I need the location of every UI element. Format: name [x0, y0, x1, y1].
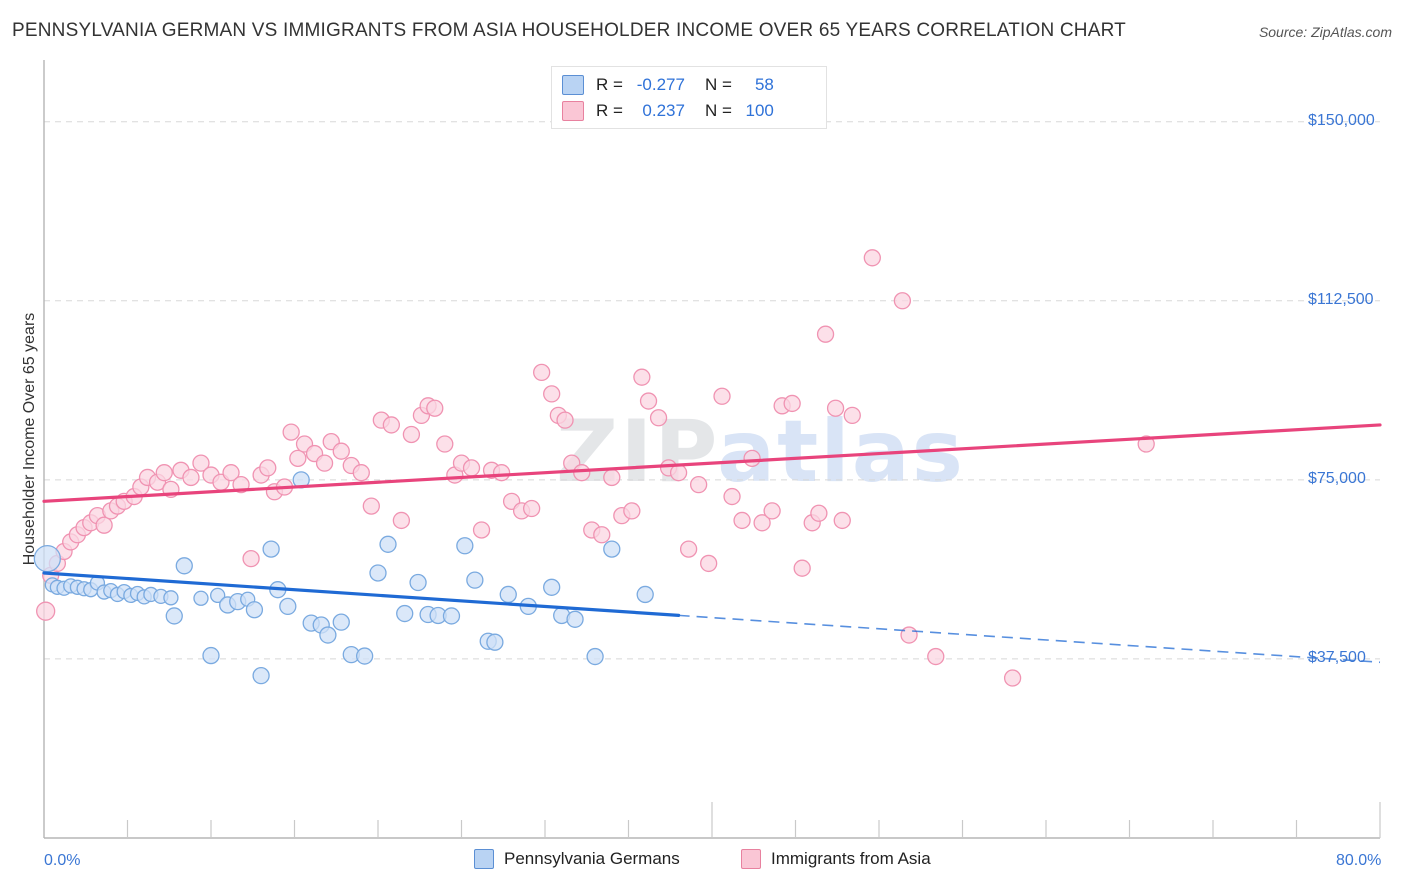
legend-swatch-blue: [562, 75, 584, 95]
stats-legend-row-blue: R = -0.277 N = 58: [562, 72, 774, 98]
legend-swatch-pink: [562, 101, 584, 121]
page-title: PENNSYLVANIA GERMAN VS IMMIGRANTS FROM A…: [12, 20, 1126, 41]
x-axis-tick-min: 0.0%: [44, 852, 81, 869]
trendline-pennsylvania-germans: [42, 571, 1381, 664]
y-axis-tick-label: $37,500: [1308, 648, 1366, 666]
y-axis-tick-label: $75,000: [1308, 469, 1366, 487]
legend-swatch-pennsylvania-germans: [474, 849, 494, 869]
x-axis-tick-max: 80.0%: [1336, 852, 1382, 869]
scatter-points-pennsylvania-germans: [33, 471, 654, 685]
scatter-points-immigrants-from-asia: [36, 249, 1155, 687]
legend-n-label-pink: N =: [704, 101, 732, 120]
x-axis-ticks: [126, 802, 1381, 838]
y-axis-tick-label: $150,000: [1308, 111, 1375, 129]
legend-n-value-blue: 58: [754, 75, 774, 94]
stats-legend: R = -0.277 N = 58 R = 0.237 N = 100: [551, 66, 827, 129]
legend-item-pennsylvania-germans[interactable]: Pennsylvania Germans: [474, 846, 680, 872]
stats-legend-row-pink: R = 0.237 N = 100: [562, 98, 774, 124]
legend-swatch-immigrants-from-asia: [741, 849, 761, 869]
legend-r-label-blue: R =: [596, 75, 623, 94]
legend-item-immigrants-from-asia[interactable]: Immigrants from Asia: [741, 846, 931, 872]
legend-label-pennsylvania-germans: Pennsylvania Germans: [504, 849, 680, 868]
legend-n-label-blue: N =: [704, 75, 732, 94]
axis-lines: [43, 60, 1380, 839]
legend-r-value-pink: 0.237: [642, 101, 685, 120]
y-axis-tick-label: $112,500: [1308, 290, 1374, 308]
source-label: Source: ZipAtlas.com: [1258, 24, 1392, 40]
legend-n-value-pink: 100: [745, 101, 774, 120]
legend-r-value-blue: -0.277: [636, 75, 685, 94]
legend-label-immigrants-from-asia: Immigrants from Asia: [771, 849, 931, 868]
gridlines: [44, 121, 1380, 660]
legend-r-label-pink: R =: [596, 101, 623, 120]
trendline-immigrants-from-asia: [42, 423, 1382, 503]
